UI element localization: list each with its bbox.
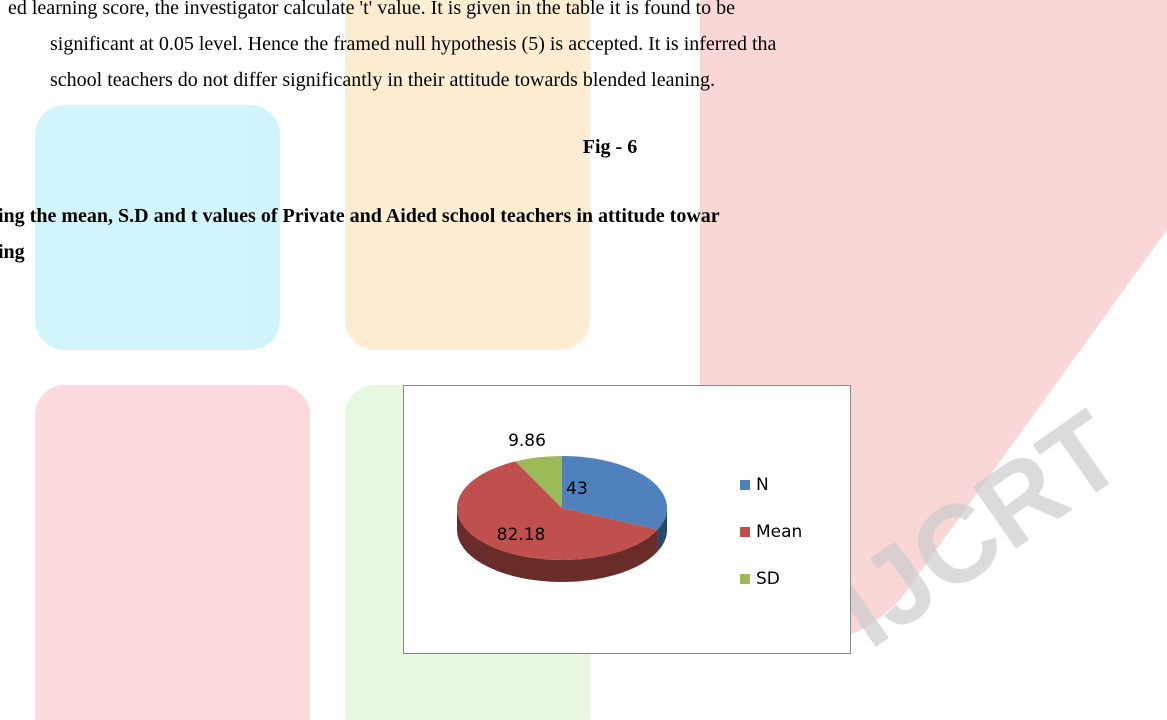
pie-slice bbox=[562, 456, 667, 530]
body-line: school teachers do not differ significan… bbox=[50, 69, 715, 91]
data-label: 82.18 bbox=[497, 525, 546, 545]
pie-slice bbox=[456, 461, 658, 561]
legend-label: Mean bbox=[756, 522, 802, 542]
legend-swatch bbox=[740, 574, 750, 584]
data-label: 43 bbox=[566, 479, 588, 499]
data-label: 9.86 bbox=[508, 431, 546, 451]
pie-slice bbox=[515, 456, 562, 508]
legend-label: SD bbox=[756, 569, 780, 589]
figure-label: Fig - 6 bbox=[583, 136, 637, 158]
pie-slice-side bbox=[657, 508, 667, 552]
caption-line: ing bbox=[0, 241, 25, 263]
caption-line: ing the mean, S.D and t values of Privat… bbox=[0, 205, 720, 227]
legend-label: N bbox=[756, 475, 769, 495]
body-line: ed learning score, the investigator calc… bbox=[8, 0, 735, 19]
body-line: significant at 0.05 level. Hence the fra… bbox=[50, 33, 777, 55]
legend-swatch bbox=[740, 480, 750, 490]
legend-swatch bbox=[740, 527, 750, 537]
pie-chart: 43 82.18 9.86 N Mean SD bbox=[456, 431, 802, 589]
pie-slice-side bbox=[457, 508, 658, 582]
